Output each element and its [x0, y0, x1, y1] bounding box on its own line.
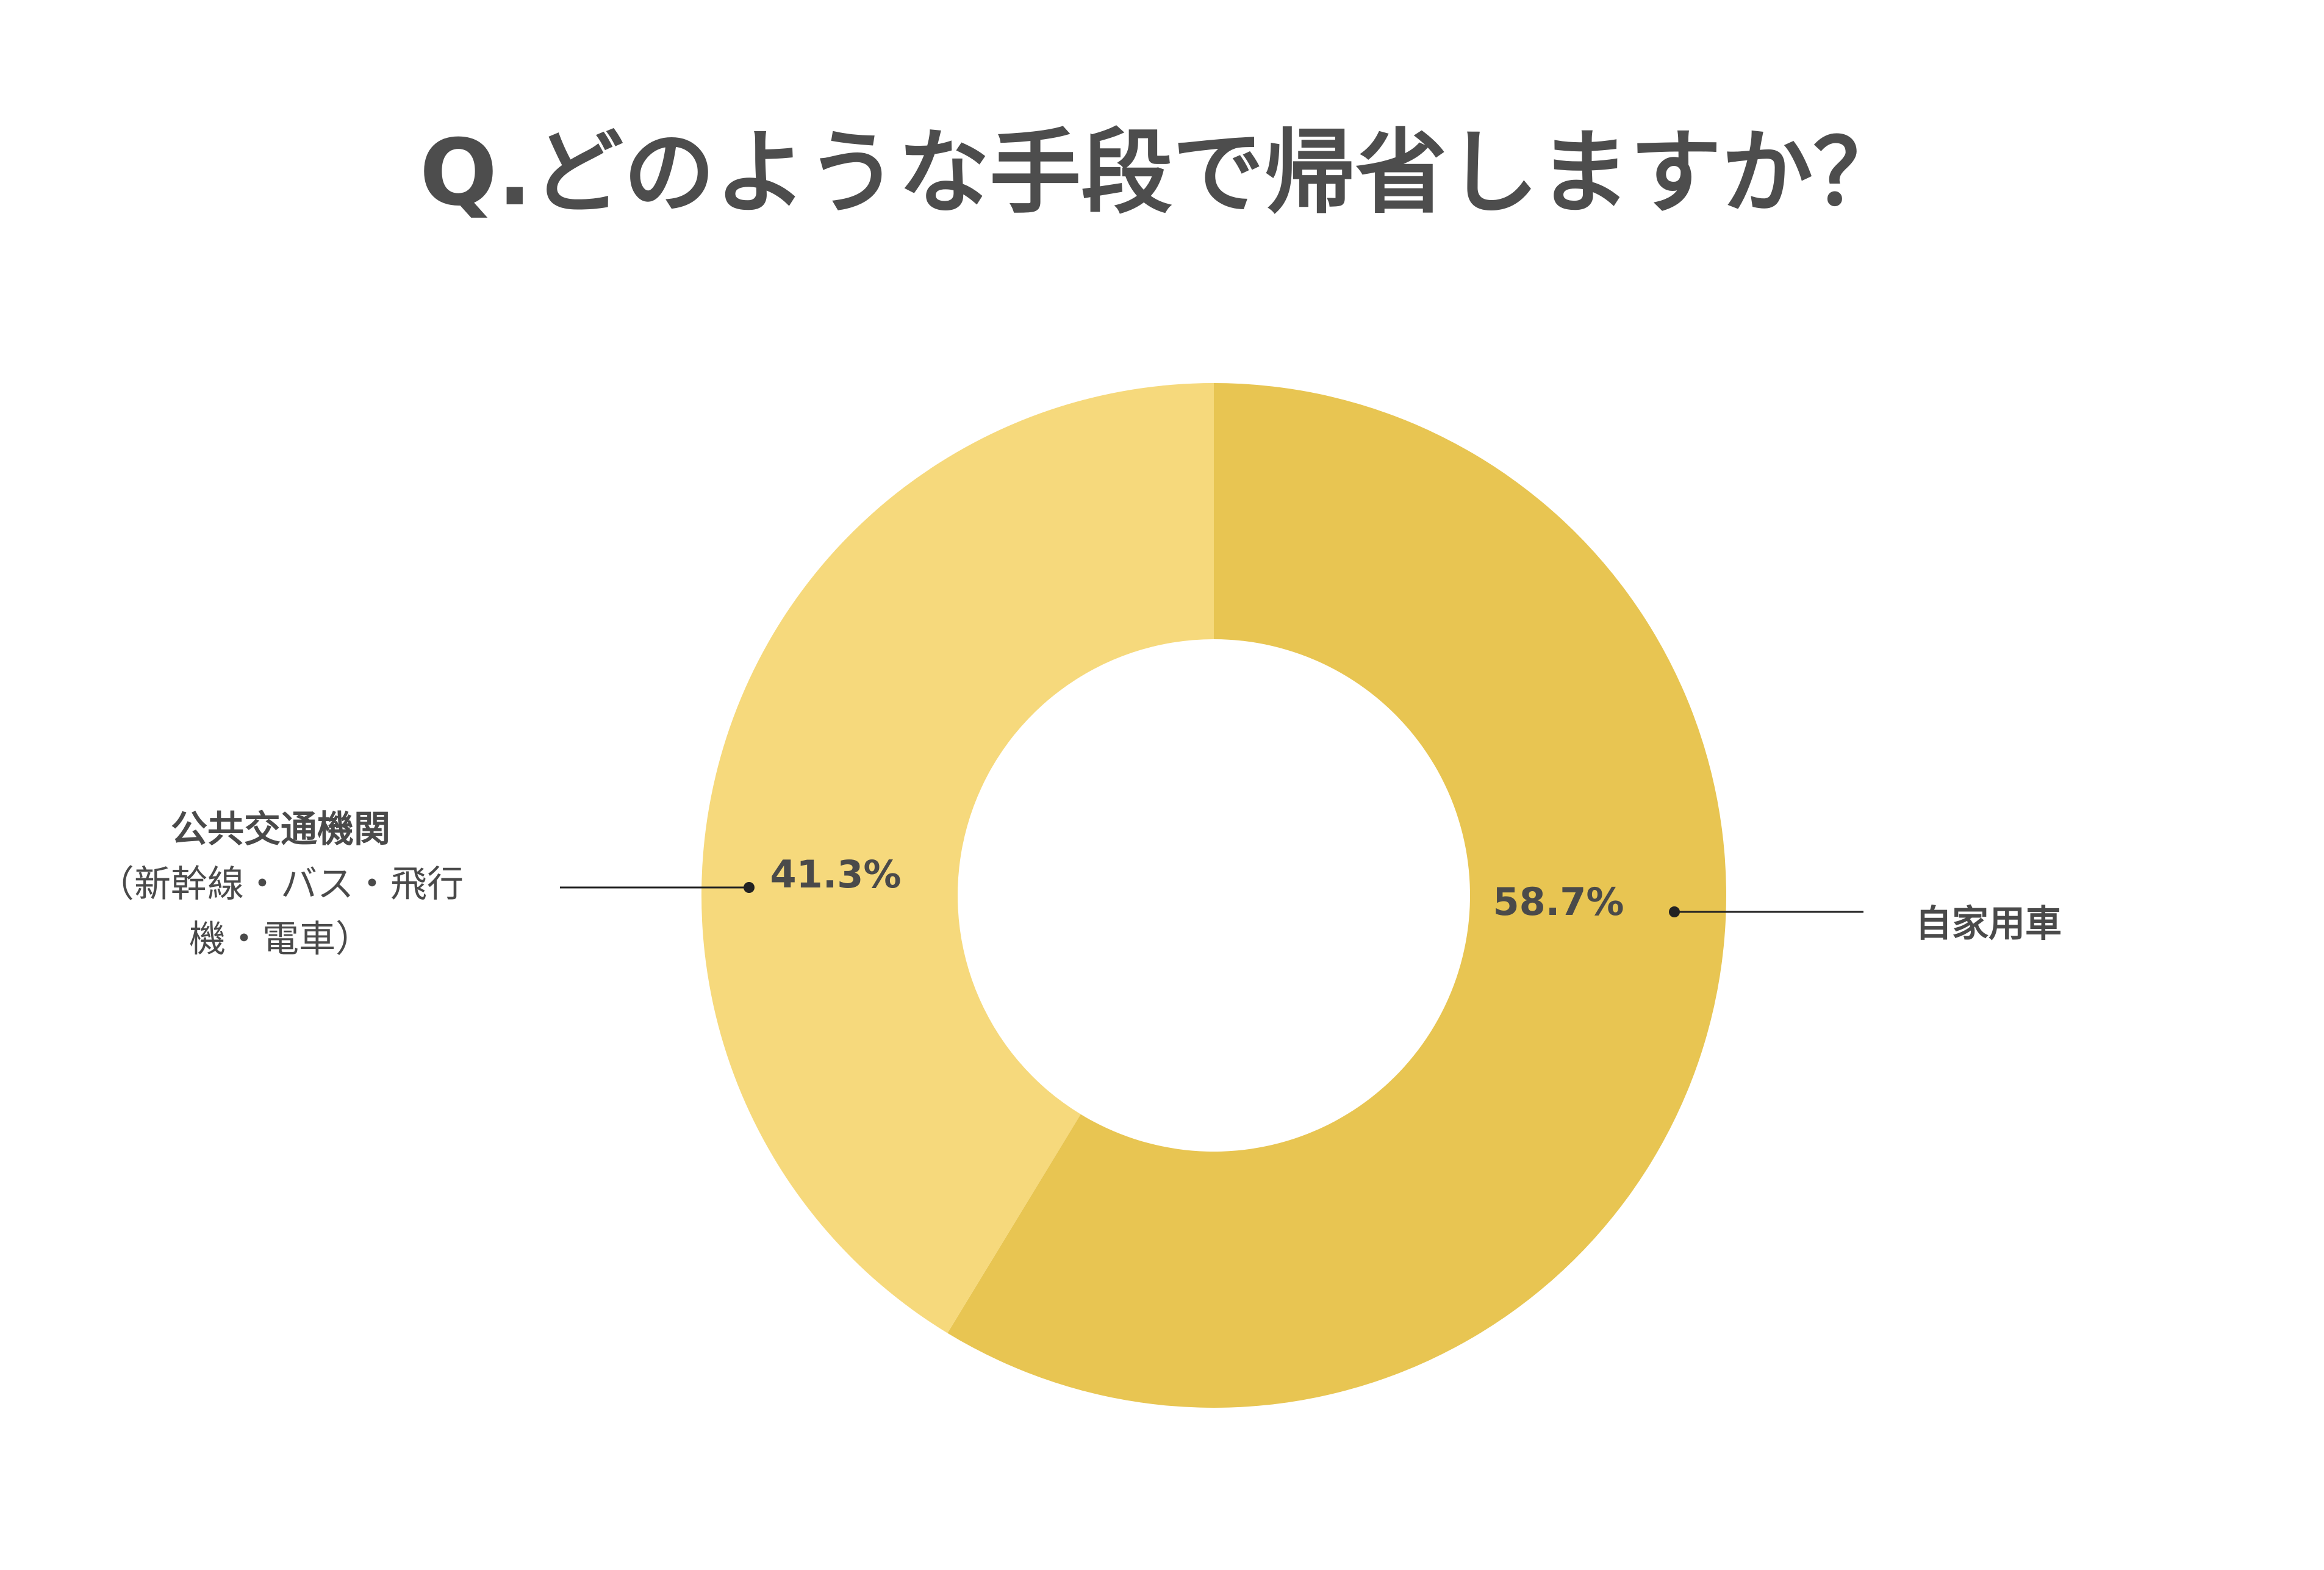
slice-percent-label: 58.7%: [1493, 880, 1624, 924]
donut-slice-1: [947, 383, 1727, 1408]
slice-category-label: 自家用車: [1915, 903, 2062, 945]
slice-category-note: （新幹線・バス・飛行: [98, 863, 464, 906]
slice-percent-label: 41.3%: [770, 852, 901, 897]
donut-slices: [701, 383, 1727, 1408]
callout-dot: [744, 882, 755, 893]
callout-dot: [1669, 906, 1680, 917]
slice-category-note: 機・電車）: [189, 918, 372, 961]
callouts: 58.7% 自家用車 41.3% 公共交通機関 （新幹線・バス・飛行機・電車）: [98, 808, 2062, 961]
chart-title: Q.どのような手段で帰省しますか？: [420, 120, 1905, 226]
slice-category-label: 公共交通機関: [171, 808, 390, 851]
donut-slice-2: [701, 383, 1214, 1333]
